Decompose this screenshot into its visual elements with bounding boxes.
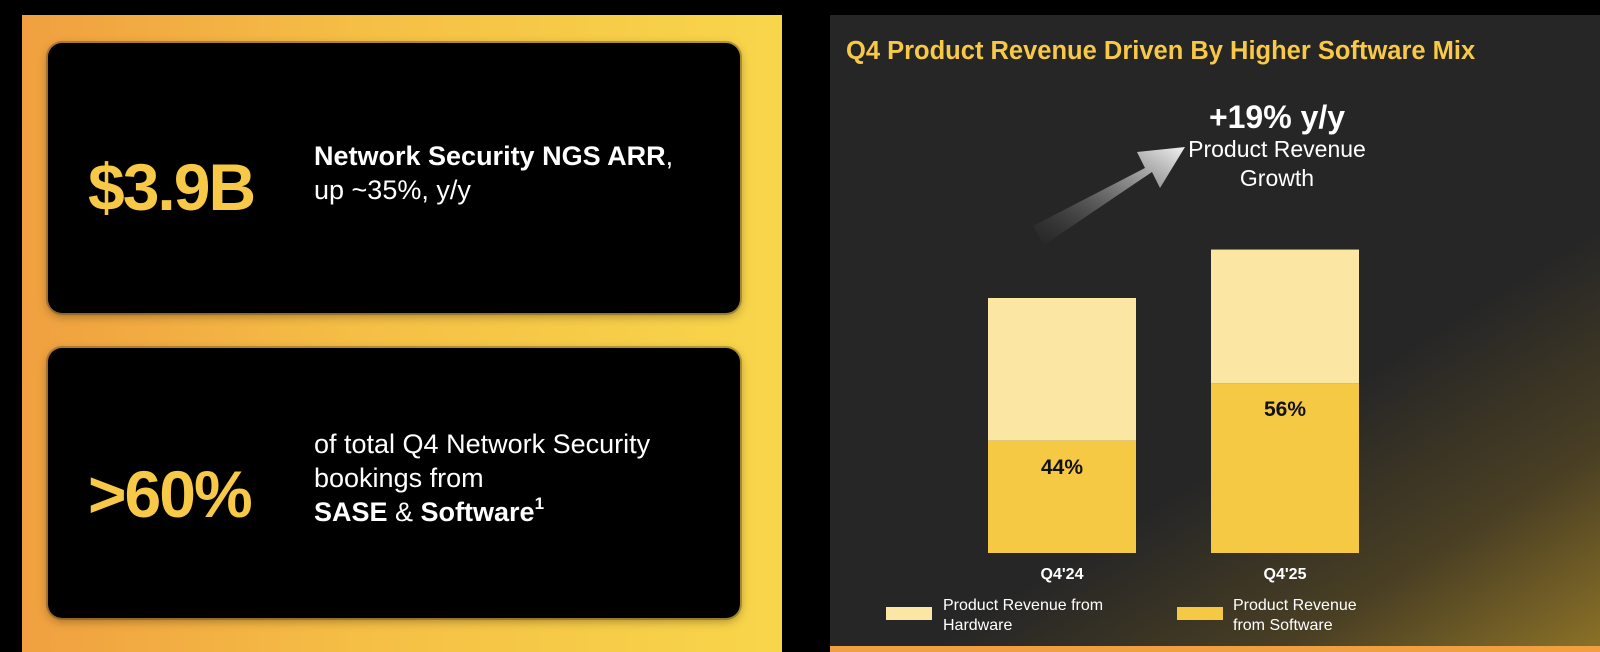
bookings-line1: of total Q4 Network Security: [314, 429, 651, 459]
legend-label-1-line1: Product Revenue: [1233, 597, 1357, 614]
bottom-accent-strip: [830, 646, 1600, 652]
bar-hardware-0: [988, 298, 1136, 441]
chart-title: Q4 Product Revenue Driven By Higher Soft…: [846, 37, 1476, 65]
bar-hardware-1: [1211, 249, 1359, 384]
chart-panel: Q4 Product Revenue Driven By Higher Soft…: [830, 15, 1600, 652]
footnote-marker: 1: [534, 494, 545, 513]
arr-growth: up ~35%, y/y: [314, 175, 471, 205]
arr-description: Network Security NGS ARR, up ~35%, y/y: [314, 139, 673, 207]
data-label-software-1: 56%: [1264, 398, 1306, 421]
bar-software-1: [1211, 383, 1359, 553]
data-label-software-0: 44%: [1041, 456, 1083, 479]
category-label-0: Q4'24: [1041, 566, 1084, 583]
stats-panel: $3.9B Network Security NGS ARR, up ~35%,…: [22, 15, 782, 652]
legend-swatch-1: [1177, 607, 1223, 620]
legend-label-0-line1: Product Revenue from: [943, 597, 1103, 614]
bookings-software: Software: [420, 497, 535, 527]
bookings-sase: SASE: [314, 497, 388, 527]
stacked-bar-chart: 44% Q4'24 56% Q4'25 Product Revenue from Hard…: [886, 147, 1359, 634]
bookings-amp: &: [387, 497, 421, 527]
category-label-1: Q4'25: [1264, 566, 1307, 583]
arr-stat-card: $3.9B Network Security NGS ARR, up ~35%,…: [48, 43, 740, 313]
bookings-value: >60%: [88, 457, 253, 531]
arr-value: $3.9B: [88, 150, 256, 224]
bookings-stat-card: >60% of total Q4 Network Security bookin…: [48, 348, 740, 618]
legend-label-0-line2: Hardware: [943, 617, 1012, 634]
growth-label-line2: Growth: [1239, 165, 1315, 191]
arr-label-comma: ,: [665, 141, 674, 171]
growth-label-line1: Product Revenue: [1188, 136, 1366, 162]
bookings-line2: bookings from: [314, 463, 484, 493]
bar-software-0: [988, 440, 1136, 553]
arr-label: Network Security NGS ARR: [314, 141, 666, 171]
bookings-description: of total Q4 Network Security bookings fr…: [314, 427, 650, 529]
growth-arrow-icon: [1033, 147, 1185, 245]
legend-label-1-line2: from Software: [1233, 617, 1333, 634]
legend-swatch-0: [886, 607, 932, 620]
growth-value: +19% y/y: [1208, 99, 1346, 135]
growth-label: Product Revenue Growth: [1182, 135, 1372, 193]
